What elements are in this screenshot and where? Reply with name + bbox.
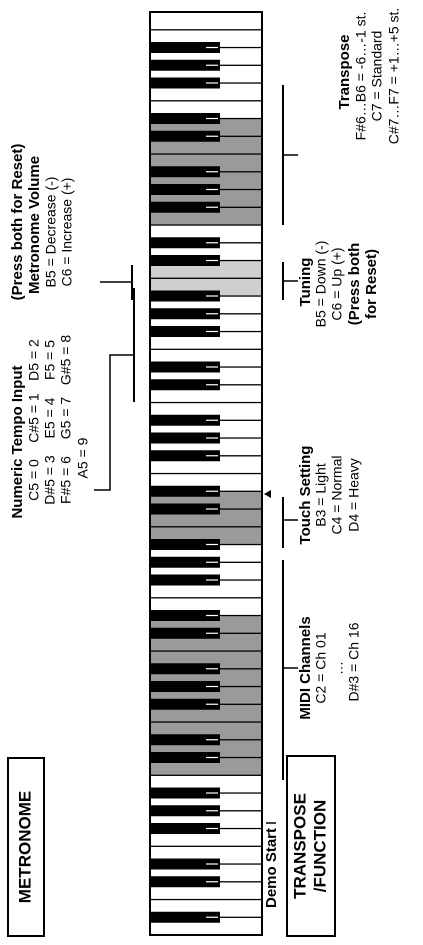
black-key xyxy=(150,290,220,302)
tempo-cell: E5 = 4 xyxy=(42,397,58,438)
tempo-cell: C#5 = 1 xyxy=(26,393,42,443)
touch-line: B3 = Light xyxy=(313,463,329,527)
touch-line: C4 = Normal xyxy=(329,456,345,535)
black-key xyxy=(150,610,220,621)
tuning-line: Tuning xyxy=(297,258,314,307)
black-key xyxy=(150,698,220,710)
black-key xyxy=(150,503,220,515)
black-key xyxy=(150,308,220,320)
transpose-line: C7 = Standard xyxy=(369,31,385,122)
transpose-line: Transpose xyxy=(336,34,353,109)
black-key xyxy=(150,627,220,639)
tempo-cell: C5 = 0 xyxy=(26,459,42,501)
black-key xyxy=(150,326,220,337)
black-key xyxy=(150,752,220,763)
tempo-cell: D5 = 2 xyxy=(26,339,42,381)
tempo-title: Numeric Tempo Input xyxy=(9,365,26,518)
touch-line: D4 = Heavy xyxy=(346,458,362,532)
transpose-button: /FUNCTION xyxy=(310,800,329,893)
black-key xyxy=(150,379,220,391)
black-key xyxy=(150,858,220,870)
black-key xyxy=(150,201,220,213)
tempo-cell: D#5 = 3 xyxy=(42,455,58,505)
black-key xyxy=(150,663,220,675)
tempo-cell: G5 = 7 xyxy=(58,397,74,440)
black-key xyxy=(150,911,220,923)
black-key xyxy=(150,77,220,89)
tuning-line: (Press both xyxy=(346,243,363,326)
black-key xyxy=(150,414,220,426)
black-key xyxy=(150,130,220,142)
metronome-button: METRONOME xyxy=(15,791,34,903)
black-key xyxy=(150,432,220,444)
black-key xyxy=(150,184,220,195)
tuning-line: C6 = Up (+) xyxy=(329,247,345,320)
black-key xyxy=(150,59,220,71)
black-key xyxy=(150,681,220,692)
black-key xyxy=(150,255,220,266)
midi-line: MIDI Channels xyxy=(297,616,314,719)
tempo-cell: A5 = 9 xyxy=(75,437,91,478)
tempo-cell: G#5 = 8 xyxy=(58,335,74,385)
transpose-line: F#6…B6 = -6…-1 st. xyxy=(353,12,369,141)
black-key xyxy=(150,787,220,799)
metronome-box xyxy=(7,757,45,937)
transpose-line: C#7…F7 = +1…+5 st. xyxy=(386,8,402,145)
tuning-line: for Reset) xyxy=(363,249,380,319)
black-key xyxy=(150,574,220,586)
keyboard xyxy=(149,11,263,936)
black-key xyxy=(150,237,220,249)
demo-start: Demo Start xyxy=(263,828,280,908)
volume-line: (Press both for Reset) xyxy=(9,144,26,301)
volume-line: C6 = Increase (+) xyxy=(59,178,75,287)
tempo-cell: F5 = 5 xyxy=(42,340,58,380)
black-key xyxy=(150,539,220,550)
black-key xyxy=(150,450,220,462)
black-key xyxy=(150,42,220,53)
volume-line: B5 = Decrease (-) xyxy=(43,177,59,288)
black-key xyxy=(150,734,220,746)
midi-line: … xyxy=(330,661,346,675)
black-key xyxy=(150,805,220,817)
touch-line: Touch Setting xyxy=(297,446,314,545)
transpose-button: TRANSPOSE xyxy=(290,793,309,899)
midi-line: C2 = Ch 01 xyxy=(313,632,329,703)
transpose-box xyxy=(286,755,336,937)
white-key xyxy=(149,11,263,31)
tempo-leader xyxy=(94,354,134,491)
volume-line: Metronome Volume xyxy=(26,156,43,294)
black-key xyxy=(150,166,220,178)
tempo-cell: F#5 = 6 xyxy=(58,456,74,504)
midi-line: D#3 = Ch 16 xyxy=(346,622,362,701)
black-key xyxy=(150,113,220,124)
black-key xyxy=(150,361,220,373)
black-key xyxy=(150,823,220,834)
tuning-line: B5 = Down (-) xyxy=(313,241,329,328)
black-key xyxy=(150,556,220,568)
black-key xyxy=(150,485,220,497)
touch-arrow xyxy=(264,490,271,498)
black-key xyxy=(150,876,220,888)
keyboard-frame xyxy=(149,11,263,936)
